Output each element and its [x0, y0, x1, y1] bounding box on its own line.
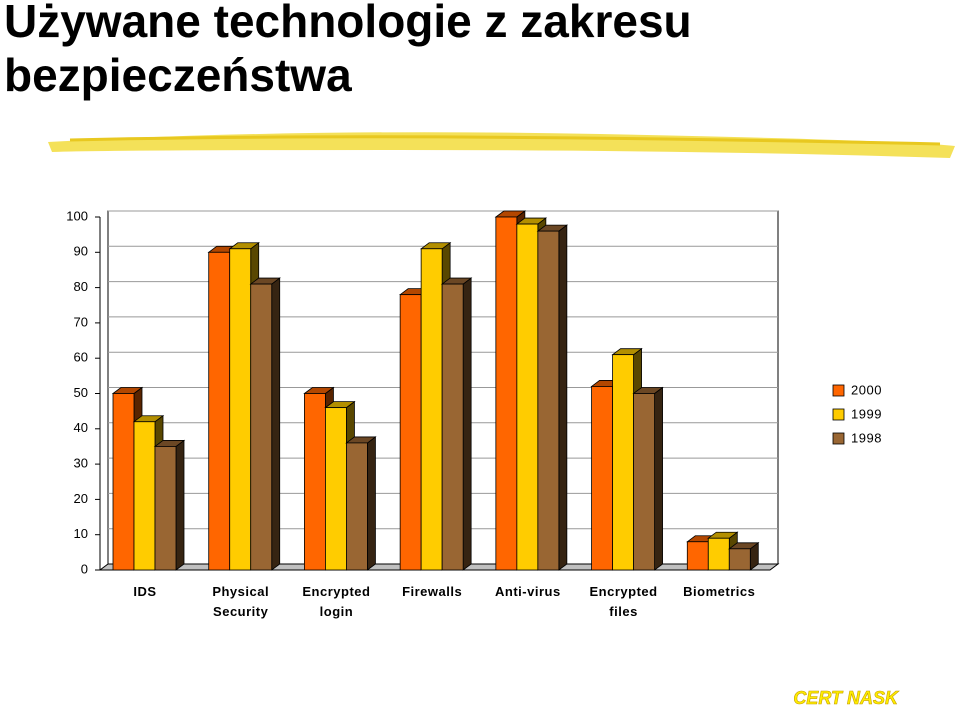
- x-tick-label: Anti-virus: [495, 584, 561, 599]
- y-tick-label: 10: [74, 526, 88, 541]
- bar-side: [558, 224, 568, 571]
- title-underline: [69, 135, 941, 146]
- bar: [346, 442, 368, 571]
- bar: [728, 548, 751, 571]
- y-tick-label: 90: [74, 244, 88, 259]
- y-tick-label: 40: [74, 420, 88, 435]
- bar-side: [462, 277, 472, 571]
- footer: CERT NASK: [793, 688, 898, 709]
- bar: [208, 251, 231, 571]
- legend-swatch: [832, 408, 845, 421]
- x-tick-label: Encrypted login: [302, 584, 371, 619]
- legend-label: 2000: [851, 382, 882, 397]
- bar-side: [367, 436, 376, 571]
- legend-swatch: [832, 432, 845, 445]
- y-tick-label: 20: [74, 491, 88, 506]
- y-tick-label: 30: [74, 456, 88, 471]
- y-tick-label: 100: [66, 208, 88, 223]
- bar: [399, 294, 422, 571]
- x-tick-label: Biometrics: [683, 584, 756, 599]
- bar: [516, 223, 539, 571]
- bar: [112, 393, 135, 571]
- bar: [304, 393, 326, 571]
- bar: [229, 248, 252, 571]
- bar: [420, 248, 443, 571]
- y-tick-label: 60: [74, 350, 88, 365]
- bar: [633, 393, 655, 571]
- x-tick-label: IDS: [133, 584, 157, 599]
- x-tick-label: Firewalls: [402, 584, 463, 599]
- y-tick-label: 70: [74, 314, 88, 329]
- bar: [612, 354, 634, 571]
- bar: [250, 283, 273, 571]
- bar: [686, 541, 709, 571]
- slide-title: Używane technologie z zakresu bezpieczeń…: [4, 0, 692, 101]
- y-tick-label: 50: [74, 385, 88, 400]
- bar: [537, 230, 560, 571]
- bar: [133, 421, 156, 571]
- bar: [707, 537, 730, 571]
- bar: [154, 446, 177, 571]
- legend-label: 1998: [851, 430, 882, 445]
- bar: [495, 216, 518, 571]
- y-tick-label: 0: [81, 561, 88, 576]
- bar-side: [175, 439, 185, 571]
- y-tick-label: 80: [74, 279, 88, 294]
- legend-swatch: [832, 384, 845, 397]
- bar-side: [654, 386, 663, 571]
- bar: [441, 283, 464, 571]
- bar: [325, 407, 347, 571]
- x-tick-label: Encrypted files: [589, 584, 658, 619]
- x-tick-label: Physical Security: [212, 584, 270, 619]
- bar: [591, 386, 613, 571]
- bar-side: [271, 277, 281, 571]
- legend-label: 1999: [851, 406, 882, 421]
